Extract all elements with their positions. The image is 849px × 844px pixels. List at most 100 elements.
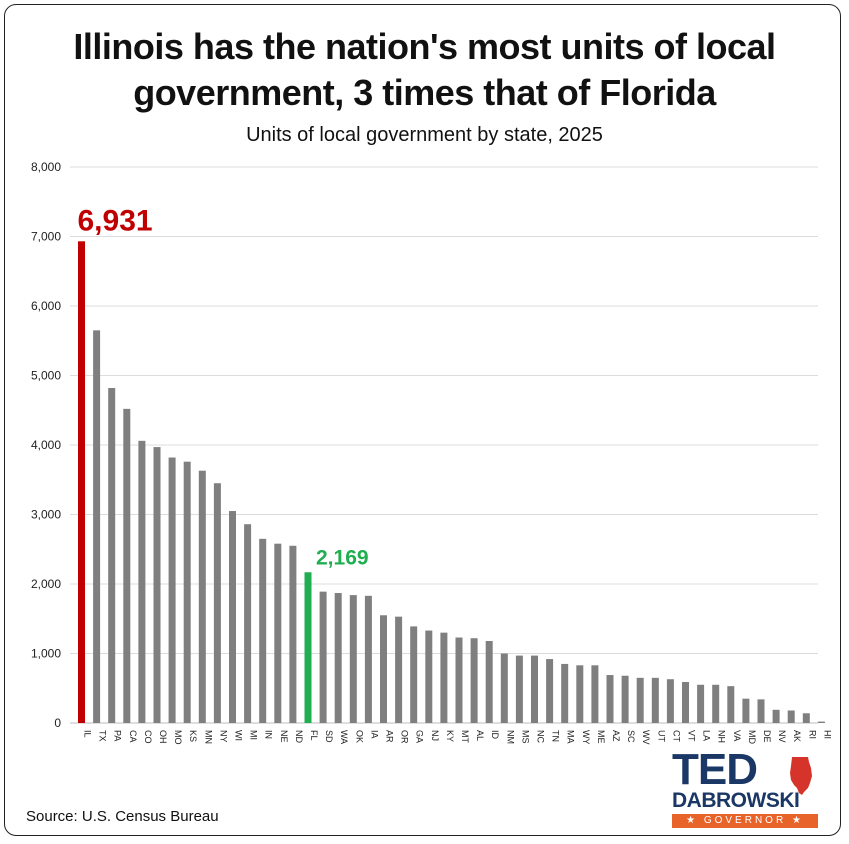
bar-nc (531, 655, 538, 723)
bar-nd (289, 545, 297, 723)
annotation-fl: 2,169 (316, 546, 369, 569)
bar-wv (636, 677, 644, 723)
x-tick-label: NV (777, 730, 787, 743)
x-tick-label: ME (596, 730, 606, 744)
bar-la (697, 684, 705, 723)
x-tick-label: HI (822, 730, 832, 739)
x-tick-label: MO (173, 730, 183, 745)
x-tick-label: WI (234, 730, 244, 741)
y-tick-label: 2,000 (31, 577, 61, 591)
y-tick-label: 4,000 (31, 438, 61, 452)
y-tick-label: 7,000 (31, 230, 61, 244)
x-tick-label: MT (460, 730, 470, 743)
x-tick-label: WA (339, 730, 349, 744)
x-tick-label: ID (490, 730, 500, 740)
y-tick-label: 0 (54, 716, 61, 730)
bar-ri (802, 713, 810, 723)
x-tick-label: IN (264, 730, 274, 739)
bar-ma (561, 663, 569, 723)
bar-ia (364, 595, 372, 723)
chart-subtitle: Units of local government by state, 2025 (246, 124, 603, 146)
x-tick-label: LA (702, 730, 712, 741)
bar-fl (304, 572, 312, 723)
bar-wi (229, 511, 236, 723)
x-tick-label: NM (505, 730, 515, 744)
bar-nv (772, 709, 780, 723)
campaign-logo: TED DABROWSKI ★ GOVERNOR ★ (672, 748, 822, 832)
x-tick-label: PA (113, 730, 123, 741)
bar-ms (515, 655, 523, 723)
x-tick-label: IA (369, 730, 379, 739)
x-tick-label: TX (98, 730, 108, 742)
bar-oh (153, 447, 161, 723)
logo-name-bottom: DABROWSKI (672, 789, 800, 812)
bar-or (395, 616, 403, 723)
x-tick-label: AZ (611, 730, 621, 742)
x-tick-label: CT (671, 730, 681, 742)
annotation-il: 6,931 (78, 204, 153, 237)
x-tick-label: UT (656, 730, 666, 742)
x-tick-label: NH (717, 730, 727, 743)
x-tick-label: AK (792, 730, 802, 742)
illinois-map-icon (790, 757, 812, 795)
bar-ny (213, 483, 221, 723)
x-tick-label: OH (158, 730, 168, 744)
bar-wy (576, 665, 584, 723)
bar-ks (183, 461, 191, 723)
x-tick-label: SC (626, 730, 636, 743)
x-tick-label: MI (249, 730, 259, 740)
x-tick-label: DE (762, 730, 772, 743)
x-tick-label: MN (203, 730, 213, 744)
x-tick-label: NC (536, 730, 546, 743)
bar-nm (500, 653, 508, 723)
bar-ar (380, 615, 387, 723)
bar-hi (817, 721, 825, 723)
bar-vt (682, 681, 689, 723)
x-tick-label: KY (445, 730, 455, 742)
title-line-2: government, 3 times that of Florida (133, 72, 716, 113)
bar-mi (244, 524, 252, 723)
bar-ok (349, 595, 357, 723)
bar-nj (425, 630, 433, 723)
x-tick-label: WV (641, 730, 651, 745)
bar-mn (198, 470, 206, 723)
x-tick-label: IL (83, 730, 93, 738)
x-tick-label: NY (218, 730, 228, 743)
logo-tagline: ★ GOVERNOR ★ (672, 814, 818, 828)
bar-ne (274, 543, 282, 723)
bar-al (470, 638, 478, 723)
bar-il (78, 241, 85, 723)
source-note: Source: U.S. Census Bureau (26, 808, 219, 825)
x-tick-label: MA (566, 730, 576, 744)
bar-ct (666, 679, 674, 723)
y-tick-label: 5,000 (31, 369, 61, 383)
y-tick-label: 3,000 (31, 508, 61, 522)
x-tick-label: AL (475, 730, 485, 741)
x-tick-label: OK (354, 730, 364, 743)
y-tick-label: 6,000 (31, 299, 61, 313)
bar-az (606, 675, 614, 723)
bar-de (757, 699, 765, 723)
x-tick-label: OR (400, 730, 410, 744)
bar-mo (168, 457, 176, 723)
bar-md (742, 698, 750, 723)
x-tick-label: VT (687, 730, 697, 742)
x-tick-label: CO (143, 730, 153, 744)
x-tick-label: NE (279, 730, 289, 743)
x-tick-label: SD (324, 730, 334, 743)
x-tick-label: WY (581, 730, 591, 745)
logo-name-top: TED (672, 745, 758, 794)
bar-ga (410, 626, 418, 723)
bar-ak (787, 710, 795, 723)
x-tick-label: MD (747, 730, 757, 744)
bar-sd (319, 591, 327, 723)
title-line-1: Illinois has the nation's most units of … (73, 26, 776, 67)
y-tick-label: 1,000 (31, 647, 61, 661)
x-tick-label: ND (294, 730, 304, 743)
bar-sc (621, 675, 629, 723)
bar-id (485, 640, 493, 723)
bar-tx (93, 330, 101, 723)
x-tick-label: CA (128, 730, 138, 743)
x-tick-label: TN (551, 730, 561, 742)
